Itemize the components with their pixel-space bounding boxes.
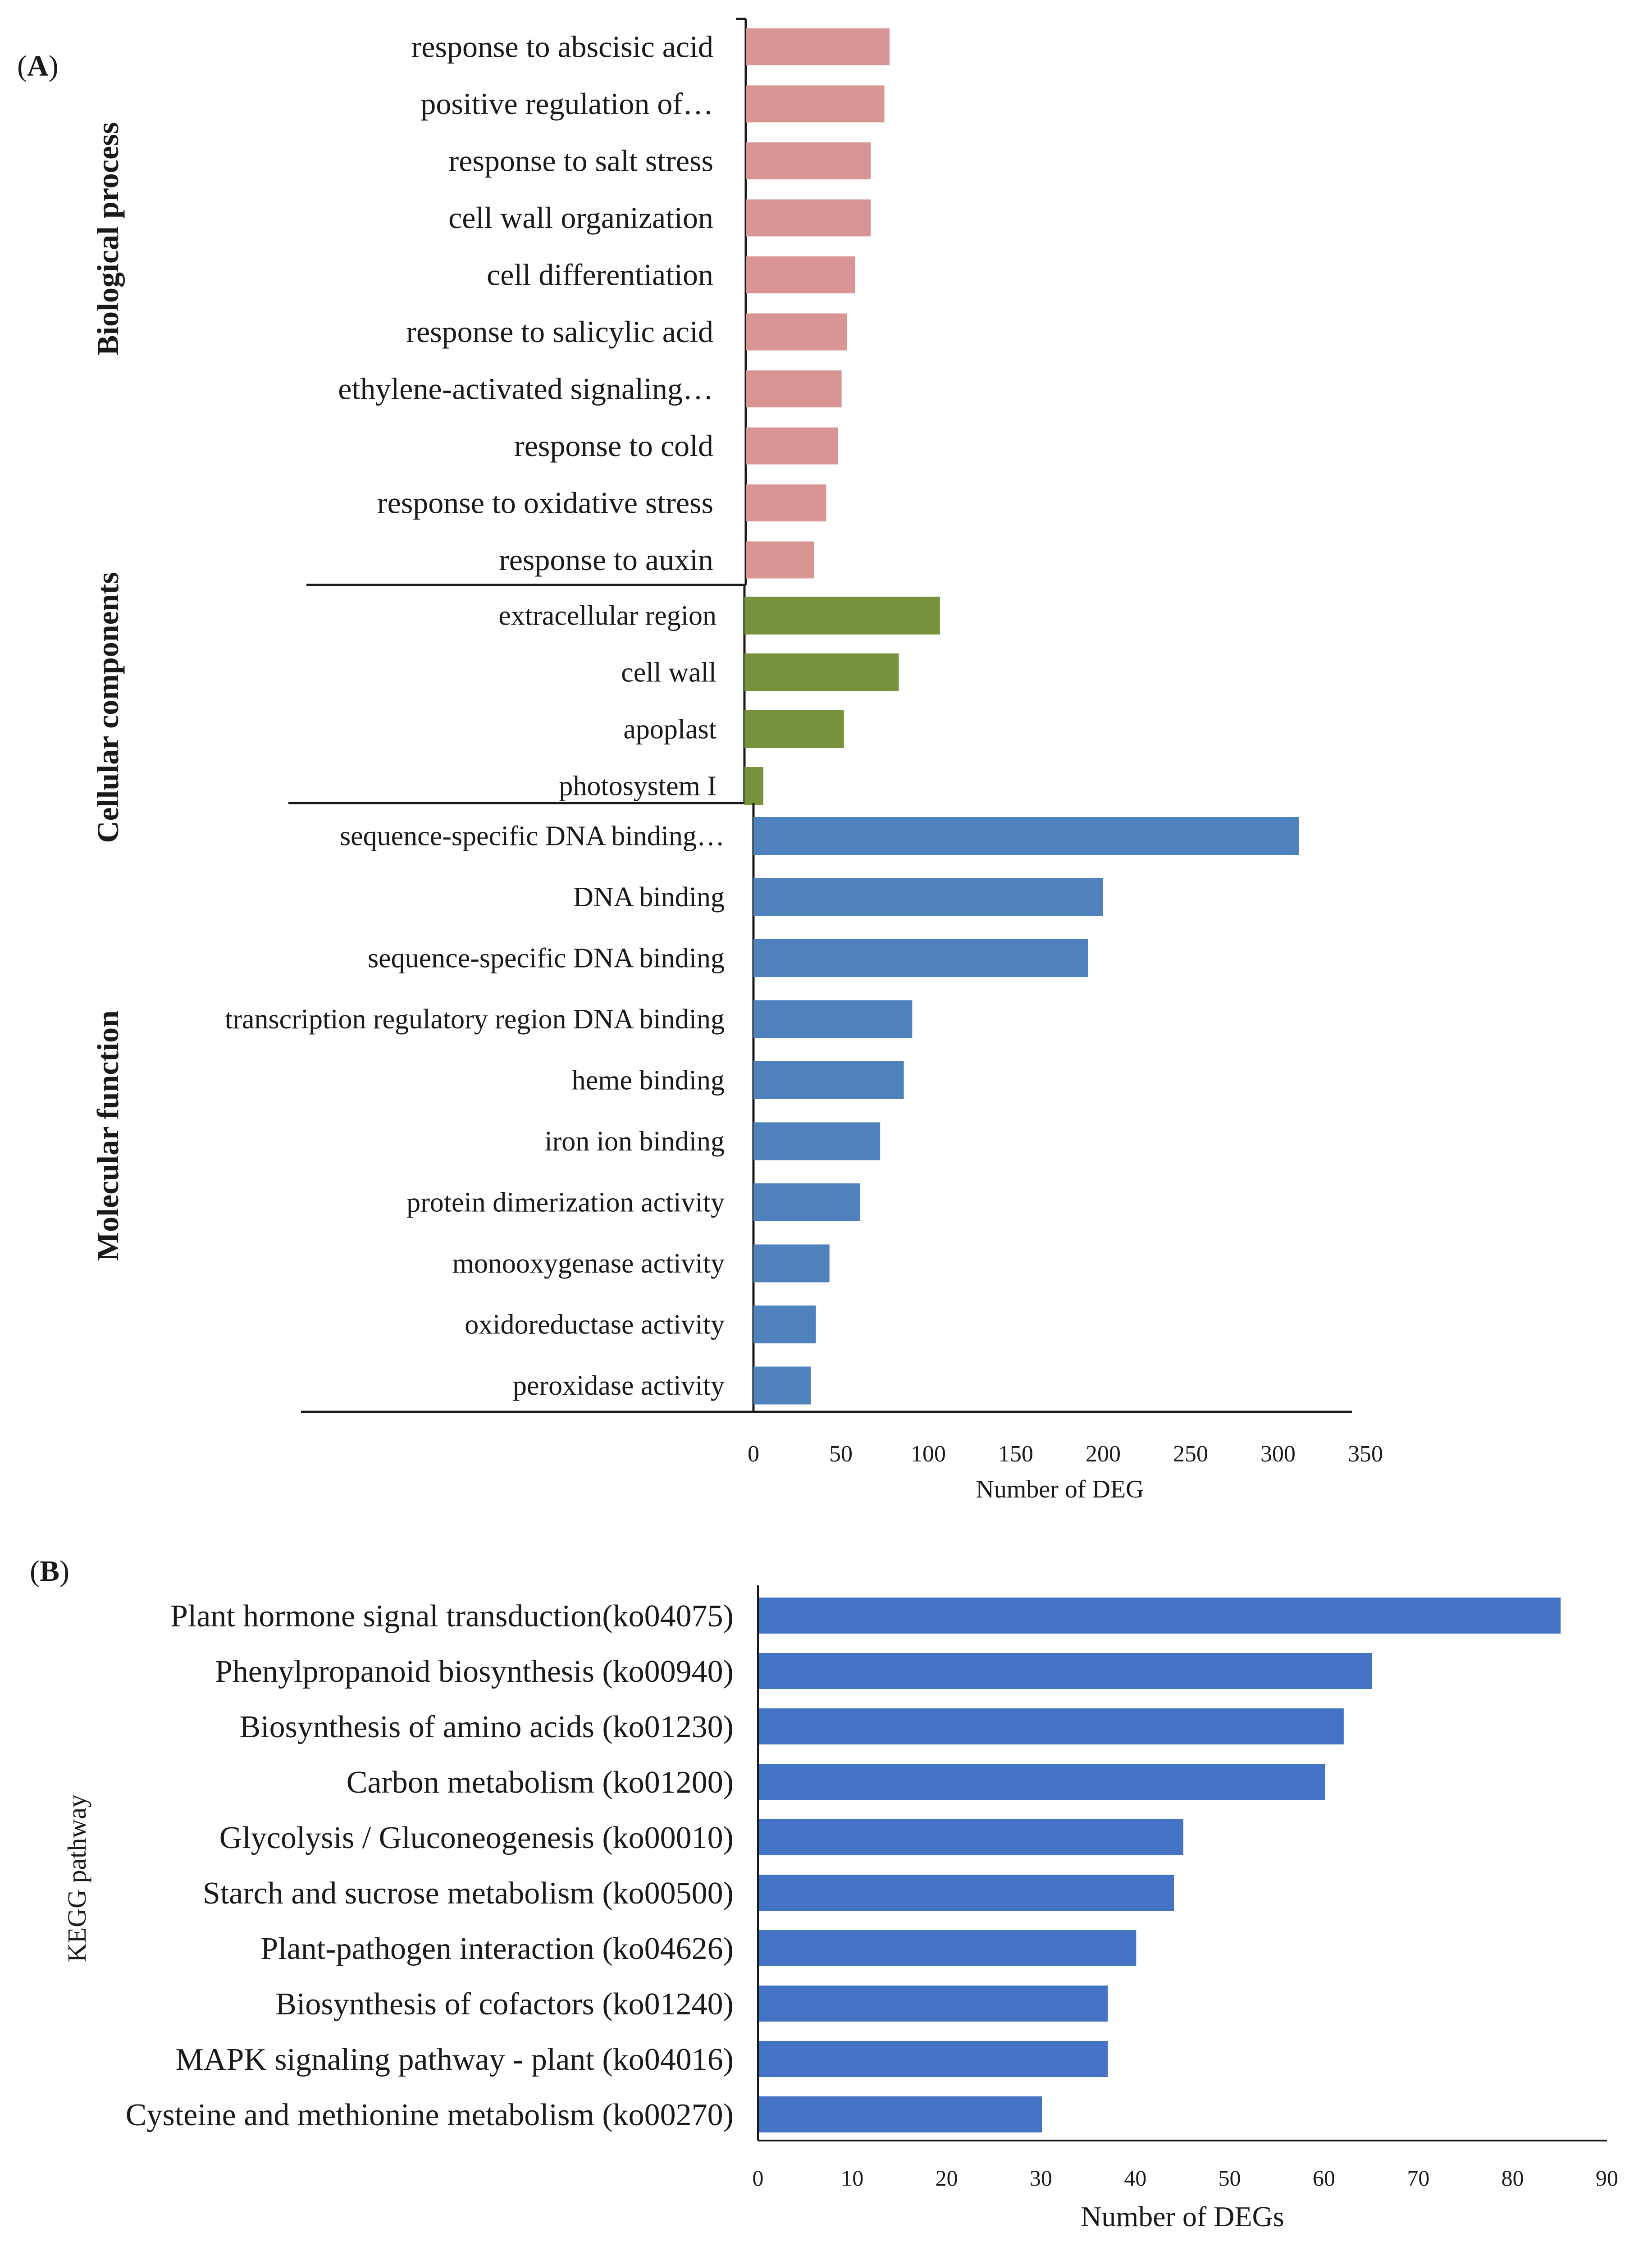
bar-cysteine-and-methionine-metabolism-ko00270 (759, 2096, 1042, 2132)
panel-label-b: (B) (30, 1555, 69, 1588)
group-label-biological-process: Biological process (91, 122, 125, 356)
category-label-response-to-salicylic-acid: response to salicylic acid (406, 315, 713, 349)
x-tick-label-b-60: 60 (1313, 2165, 1335, 2191)
bar-dna-binding (753, 878, 1103, 916)
bar-phenylpropanoid-biosynthesis-ko00940 (759, 1653, 1372, 1689)
bar-sequence-specific-dna-binding (753, 817, 1299, 855)
bar-monooxygenase-activity (753, 1245, 830, 1283)
group-label-cellular-components: Cellular components (91, 572, 125, 843)
bar-sequence-specific-dna-binding (753, 939, 1088, 977)
bar-photosystem-i (744, 767, 763, 805)
bar-plant-hormone-signal-transduction-ko04075 (759, 1598, 1561, 1634)
bar-extracellular-region (744, 597, 940, 635)
category-label-response-to-cold: response to cold (514, 429, 713, 463)
category-label-response-to-auxin: response to auxin (499, 543, 713, 577)
x-tick-label-a-150: 150 (998, 1441, 1033, 1467)
x-tick-label-a-100: 100 (911, 1441, 946, 1467)
category-label-oxidoreductase-activity: oxidoreductase activity (465, 1309, 725, 1340)
panel-b: (B) Plant hormone signal transduction(ko0… (30, 1555, 1618, 2232)
x-tick-label-b-0: 0 (753, 2165, 764, 2191)
x-tick-label-a-300: 300 (1260, 1441, 1296, 1467)
category-label-peroxidase-activity: peroxidase activity (513, 1370, 725, 1401)
category-label-cell-differentiation: cell differentiation (487, 257, 713, 292)
bar-response-to-salicylic-acid (746, 314, 847, 351)
x-tick-label-a-200: 200 (1086, 1441, 1121, 1467)
bar-starch-and-sucrose-metabolism-ko00500 (759, 1875, 1174, 1911)
bar-oxidoreductase-activity (753, 1306, 816, 1343)
x-tick-label-b-80: 80 (1501, 2165, 1524, 2191)
x-tick-label-b-20: 20 (936, 2165, 958, 2191)
panel-label-a: (A) (17, 50, 59, 82)
bar-response-to-oxidative-stress (746, 484, 826, 521)
bar-response-to-auxin (746, 542, 814, 579)
figure: (A) Biological process response to abscisi… (0, 0, 1652, 2246)
category-label-sequence-specific-dna-binding: sequence-specific DNA binding (368, 943, 725, 973)
x-tick-label-b-50: 50 (1218, 2165, 1241, 2191)
category-label-ethylene-activated-signaling: ethylene-activated signaling… (338, 371, 713, 406)
group-label-molecular-function: Molecular function (91, 1010, 125, 1261)
category-label-biosynthesis-of-cofactors-ko01240: Biosynthesis of cofactors (ko01240) (275, 1987, 734, 2022)
x-axis-title-a: Number of DEG (976, 1475, 1144, 1503)
category-label-transcription-regulatory-region-dna-binding: transcription regulatory region DNA bind… (225, 1004, 725, 1035)
category-label-protein-dimerization-activity: protein dimerization activity (406, 1187, 725, 1218)
x-tick-label-a-50: 50 (829, 1441, 853, 1467)
bar-apoplast (744, 710, 844, 748)
bar-heme-binding (753, 1061, 904, 1099)
category-label-glycolysis-gluconeogenesis-ko00010: Glycolysis / Gluconeogenesis (ko00010) (219, 1821, 734, 1855)
bar-response-to-cold (746, 428, 838, 465)
bar-carbon-metabolism-ko01200 (759, 1764, 1325, 1800)
bar-mapk-signaling-pathway-plant-ko04016 (759, 2041, 1108, 2077)
bar-cell-differentiation (746, 256, 855, 293)
x-tick-label-a-0: 0 (748, 1441, 759, 1467)
x-tick-label-a-350: 350 (1348, 1441, 1383, 1467)
category-label-biosynthesis-of-amino-acids-ko01230: Biosynthesis of amino acids (ko01230) (239, 1710, 734, 1744)
category-label-sequence-specific-dna-binding: sequence-specific DNA binding… (340, 821, 725, 851)
category-label-cell-wall-organization: cell wall organization (448, 201, 713, 235)
bar-protein-dimerization-activity (753, 1183, 860, 1221)
category-label-carbon-metabolism-ko01200: Carbon metabolism (ko01200) (347, 1765, 734, 1800)
category-label-starch-and-sucrose-metabolism-ko00500: Starch and sucrose metabolism (ko00500) (203, 1876, 734, 1911)
bar-positive-regulation-of (746, 86, 885, 123)
x-tick-label-b-10: 10 (841, 2165, 863, 2191)
x-tick-label-b-70: 70 (1407, 2165, 1429, 2191)
bar-cell-wall (744, 653, 899, 691)
bar-peroxidase-activity (753, 1367, 811, 1405)
x-tick-label-a-250: 250 (1173, 1441, 1208, 1467)
category-label-apoplast: apoplast (623, 714, 716, 744)
category-label-plant-hormone-signal-transduction-ko04075: Plant hormone signal transduction(ko0407… (170, 1599, 734, 1634)
bar-cell-wall-organization (746, 200, 871, 237)
bar-iron-ion-binding (753, 1123, 880, 1160)
category-label-response-to-abscisic-acid: response to abscisic acid (411, 29, 713, 64)
category-label-heme-binding: heme binding (572, 1065, 725, 1096)
category-label-response-to-salt-stress: response to salt stress (449, 143, 713, 178)
panel-a: (A) Biological process response to abscisi… (17, 19, 1383, 1503)
bar-biosynthesis-of-cofactors-ko01240 (759, 1986, 1108, 2022)
x-axis-title-b: Number of DEGs (1081, 2200, 1284, 2232)
bar-ethylene-activated-signaling (746, 370, 842, 407)
bar-glycolysis-gluconeogenesis-ko00010 (759, 1819, 1183, 1855)
bar-plant-pathogen-interaction-ko04626 (759, 1930, 1136, 1966)
category-label-iron-ion-binding: iron ion binding (544, 1126, 725, 1157)
y-axis-title-b: KEGG pathway (62, 1794, 91, 1962)
category-label-plant-pathogen-interaction-ko04626: Plant-pathogen interaction (ko04626) (260, 1931, 734, 1966)
category-label-monooxygenase-activity: monooxygenase activity (452, 1248, 725, 1279)
category-label-phenylpropanoid-biosynthesis-ko00940: Phenylpropanoid biosynthesis (ko00940) (215, 1654, 734, 1689)
x-tick-label-b-30: 30 (1030, 2165, 1052, 2191)
category-label-cysteine-and-methionine-metabolism-ko00270: Cysteine and methionine metabolism (ko00… (126, 2098, 734, 2132)
bar-response-to-abscisic-acid (746, 28, 890, 65)
bar-biosynthesis-of-amino-acids-ko01230 (759, 1708, 1344, 1744)
category-label-dna-binding: DNA binding (573, 882, 725, 913)
category-label-mapk-signaling-pathway-plant-ko04016: MAPK signaling pathway - plant (ko04016) (176, 2042, 734, 2077)
x-tick-label-b-40: 40 (1124, 2165, 1146, 2191)
bar-transcription-regulatory-region-dna-binding (753, 1000, 912, 1038)
category-label-positive-regulation-of: positive regulation of… (420, 87, 713, 121)
x-tick-label-b-90: 90 (1596, 2165, 1618, 2191)
category-label-cell-wall: cell wall (621, 657, 716, 688)
category-label-extracellular-region: extracellular region (498, 600, 716, 631)
category-label-response-to-oxidative-stress: response to oxidative stress (377, 485, 713, 520)
category-label-photosystem-i: photosystem I (559, 771, 716, 801)
bar-response-to-salt-stress (746, 142, 871, 179)
